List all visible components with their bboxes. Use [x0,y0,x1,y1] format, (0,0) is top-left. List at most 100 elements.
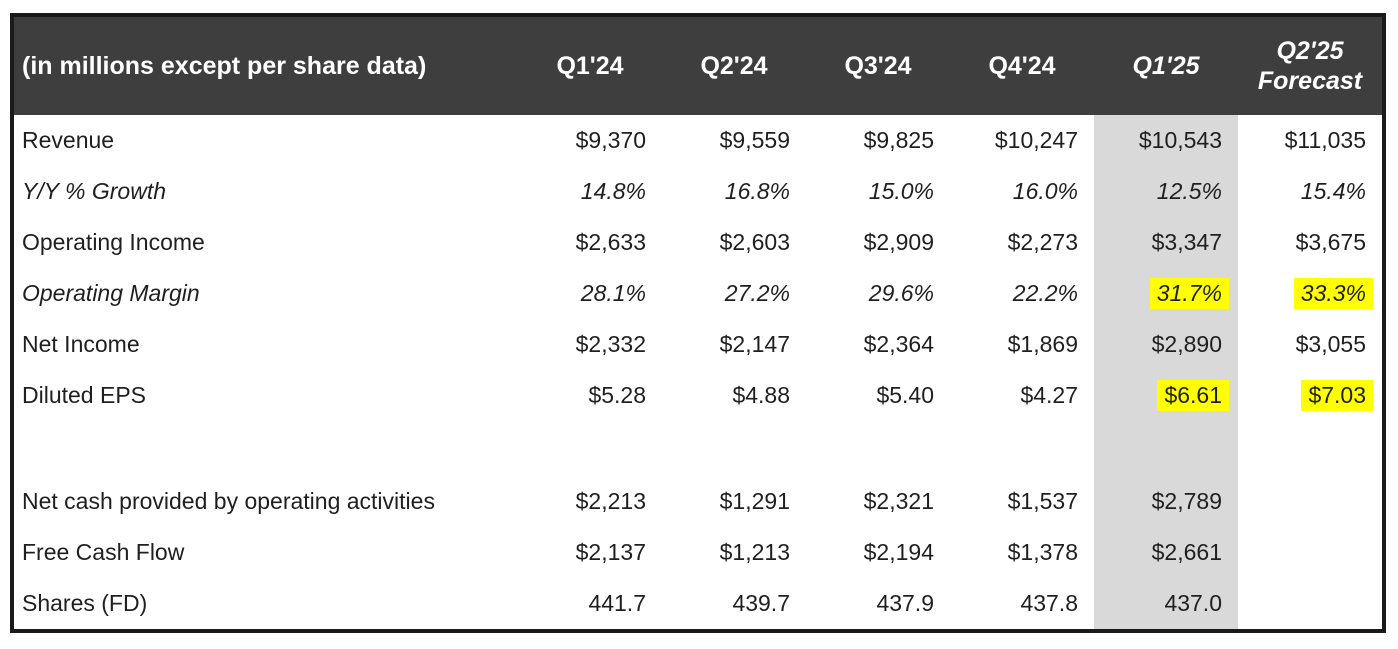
column-header-line: Q2'24 [700,52,768,80]
highlighted-value: 33.3% [1293,278,1373,309]
table-cell: 15.0% [868,178,934,204]
table-cell: $2,147 [719,331,790,357]
row-label [14,421,518,476]
row-label: Y/Y % Growth [22,178,167,204]
table-cell: $10,543 [1094,115,1238,166]
table-cell: $2,633 [575,229,646,255]
table-cell: 16.8% [724,178,790,204]
table-cell [1238,476,1382,527]
table-cell: $3,675 [1295,229,1366,255]
table-row: Diluted EPS $5.28 $4.88 $5.40 $4.27 $6.61 $7.0… [14,370,1382,421]
table-cell: 33.3% [1238,268,1382,319]
table-cell: 439.7 [732,590,790,616]
table-cell: 437.9 [876,590,934,616]
table-cell: $6.61 [1094,370,1238,421]
table-cell: $2,273 [1007,229,1078,255]
table-cell [1238,421,1382,476]
table-cell [950,421,1094,476]
table-cell: 29.6% [868,280,934,306]
table-cell: $9,370 [575,127,646,153]
table-cell: $9,559 [719,127,790,153]
table-cell: 437.8 [1020,590,1078,616]
table-cell [806,421,950,476]
table-cell: 441.7 [588,590,646,616]
table-cell: $2,321 [863,488,934,514]
column-header: Q2'25 Forecast [1238,17,1382,115]
row-label: Free Cash Flow [22,539,185,565]
table-row: Y/Y % Growth 14.8% 16.8% 15.0% 16.0% 12.5% 15.… [14,166,1382,217]
table-cell: 12.5% [1094,166,1238,217]
table-row: Operating Income $2,633 $2,603 $2,909 $2,273… [14,217,1382,268]
table-cell: $2,137 [575,539,646,565]
table-cell: $2,909 [863,229,934,255]
row-label: Net Income [22,331,140,357]
table-cell [1238,578,1382,629]
table-cell: $3,055 [1295,331,1366,357]
table-cell: $4.27 [1020,382,1078,408]
table-cell: $2,661 [1094,527,1238,578]
row-label: Net cash provided by operating activitie… [22,488,435,514]
table-cell: $2,364 [863,331,934,357]
table-cell: 31.7% [1094,268,1238,319]
table-header-row: (in millions except per share data) Q1'24… [14,17,1382,115]
table-cell: 14.8% [580,178,646,204]
table-cell: $2,194 [863,539,934,565]
table-cell: $2,789 [1094,476,1238,527]
table-cell: 27.2% [724,280,790,306]
table-row: Net Income $2,332 $2,147 $2,364 $1,869 $2,890… [14,319,1382,370]
row-label: Operating Margin [22,280,200,306]
table-cell: $9,825 [863,127,934,153]
table-cell: $1,213 [719,539,790,565]
table-cell: $1,291 [719,488,790,514]
column-header-line: Q4'24 [988,52,1056,80]
table-cell: $1,378 [1007,539,1078,565]
table-cell: $1,869 [1007,331,1078,357]
column-header: Q2'24 [662,17,806,115]
highlighted-value: $7.03 [1301,380,1373,411]
table-row: Free Cash Flow $2,137 $1,213 $2,194 $1,378 $2… [14,527,1382,578]
table-cell: $4.88 [732,382,790,408]
table-cell [1238,527,1382,578]
column-header-line: Forecast [1257,67,1363,95]
column-header-line: Q1'24 [556,52,624,80]
highlighted-value: 31.7% [1149,278,1229,309]
table-cell: 15.4% [1300,178,1366,204]
table-cell: 16.0% [1012,178,1078,204]
table-cell: $2,603 [719,229,790,255]
column-header-line: Q3'24 [844,52,912,80]
table-cell: $2,213 [575,488,646,514]
table-cell: $5.28 [588,382,646,408]
table-cell: 22.2% [1012,280,1078,306]
table-cell: $2,890 [1094,319,1238,370]
column-header: Q1'24 [518,17,662,115]
column-header-line: Q1'25 [1132,52,1200,80]
table-row: Operating Margin 28.1% 27.2% 29.6% 22.2% 31.7… [14,268,1382,319]
table-cell: $2,332 [575,331,646,357]
table-cell: $5.40 [876,382,934,408]
table-row [14,421,1382,476]
table-row: Shares (FD) 441.7 439.7 437.9 437.8 437.0 [14,578,1382,629]
table-cell [662,421,806,476]
row-label: Shares (FD) [22,590,148,616]
table-cell: 437.0 [1094,578,1238,629]
unit-note-header: (in millions except per share data) [22,51,427,80]
table-cell: $3,347 [1094,217,1238,268]
row-label: Operating Income [22,229,205,255]
table-cell: $10,247 [994,127,1078,153]
table-cell [1094,421,1238,476]
table-row: Revenue $9,370 $9,559 $9,825 $10,247 $10,543 $… [14,115,1382,166]
row-label: Diluted EPS [22,382,147,408]
column-header-line: Q2'25 [1276,37,1344,65]
row-label: Revenue [22,127,115,153]
table-row: Net cash provided by operating activitie… [14,476,1382,527]
table-cell: 28.1% [580,280,646,306]
financial-summary-table: (in millions except per share data) Q1'24… [10,13,1386,633]
column-header: Q3'24 [806,17,950,115]
table-cell: $1,537 [1007,488,1078,514]
table-cell: $7.03 [1238,370,1382,421]
table-cell: $11,035 [1284,127,1366,153]
column-header: Q4'24 [950,17,1094,115]
highlighted-value: $6.61 [1157,380,1229,411]
table-cell [518,421,662,476]
